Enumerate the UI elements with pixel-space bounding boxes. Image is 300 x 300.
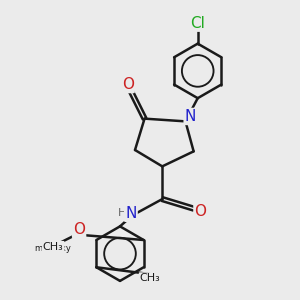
Text: methoxy: methoxy [35, 244, 72, 253]
Text: CH₃: CH₃ [140, 273, 160, 283]
Text: N: N [125, 206, 136, 221]
Text: N: N [185, 109, 196, 124]
Text: O: O [73, 222, 85, 237]
Text: CH₃: CH₃ [43, 242, 64, 252]
Text: O: O [194, 204, 206, 219]
Text: O: O [122, 77, 134, 92]
Text: Cl: Cl [190, 16, 205, 31]
Text: H: H [118, 208, 126, 218]
